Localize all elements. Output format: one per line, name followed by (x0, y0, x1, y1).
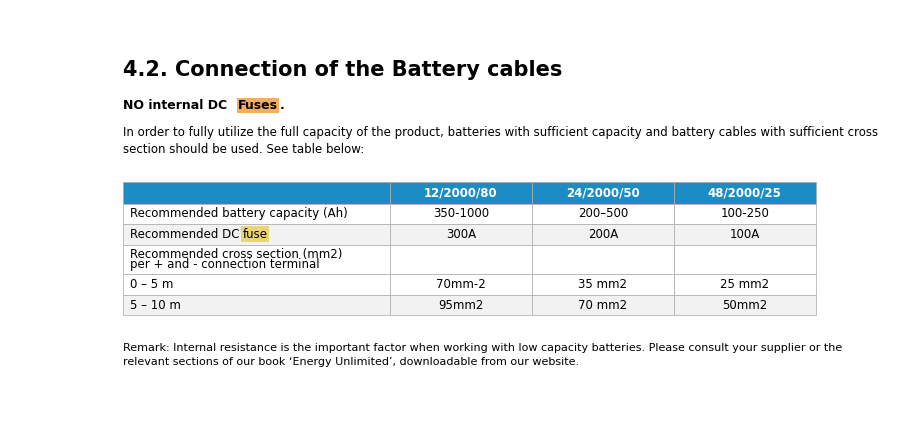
Bar (532, 295, 674, 315)
Text: 24/2000/50: 24/2000/50 (566, 186, 639, 199)
Bar (674, 203, 816, 224)
Bar (674, 244, 816, 274)
Bar (532, 203, 674, 224)
Bar (390, 274, 532, 295)
Text: 100A: 100A (730, 228, 760, 241)
Text: 35 mm2: 35 mm2 (578, 278, 627, 291)
Bar (674, 274, 816, 295)
Text: 300A: 300A (446, 228, 475, 241)
Bar (123, 295, 390, 315)
Bar (390, 224, 532, 244)
Text: 5 – 10 m: 5 – 10 m (130, 299, 181, 312)
Bar (674, 181, 816, 203)
Text: 0 – 5 m: 0 – 5 m (130, 278, 173, 291)
Text: .: . (280, 99, 285, 112)
Text: 100-250: 100-250 (720, 207, 769, 220)
Text: Recommended DC: Recommended DC (130, 228, 244, 241)
Text: Remark: Internal resistance is the important factor when working with low capaci: Remark: Internal resistance is the impor… (123, 343, 843, 367)
Bar (532, 224, 674, 244)
Text: NO internal DC: NO internal DC (123, 99, 232, 112)
Text: per + and - connection terminal: per + and - connection terminal (130, 258, 320, 271)
Bar (390, 181, 532, 203)
Bar (390, 295, 532, 315)
Text: 350-1000: 350-1000 (432, 207, 489, 220)
Bar (123, 244, 390, 274)
Bar (532, 274, 674, 295)
Text: 4.2. Connection of the Battery cables: 4.2. Connection of the Battery cables (123, 59, 562, 80)
Bar (123, 203, 390, 224)
Text: 50mm2: 50mm2 (722, 299, 768, 312)
Text: 48/2000/25: 48/2000/25 (708, 186, 781, 199)
Text: 200–500: 200–500 (578, 207, 628, 220)
Bar (123, 181, 390, 203)
Text: In order to fully utilize the full capacity of the product, batteries with suffi: In order to fully utilize the full capac… (123, 125, 878, 156)
Text: 200A: 200A (588, 228, 618, 241)
Bar (532, 181, 674, 203)
Bar (123, 224, 390, 244)
Bar (532, 244, 674, 274)
Text: Recommended battery capacity (Ah): Recommended battery capacity (Ah) (130, 207, 348, 220)
Bar (390, 203, 532, 224)
Text: Fuses: Fuses (238, 99, 278, 112)
Text: 70mm-2: 70mm-2 (436, 278, 485, 291)
Text: 95mm2: 95mm2 (438, 299, 484, 312)
Text: 70 mm2: 70 mm2 (578, 299, 627, 312)
Bar (390, 244, 532, 274)
Bar (674, 224, 816, 244)
Text: fuse: fuse (243, 228, 267, 241)
Bar (674, 295, 816, 315)
Text: 12/2000/80: 12/2000/80 (424, 186, 497, 199)
Text: 25 mm2: 25 mm2 (720, 278, 769, 291)
Bar (123, 274, 390, 295)
Text: Recommended cross section (mm2): Recommended cross section (mm2) (130, 248, 343, 261)
